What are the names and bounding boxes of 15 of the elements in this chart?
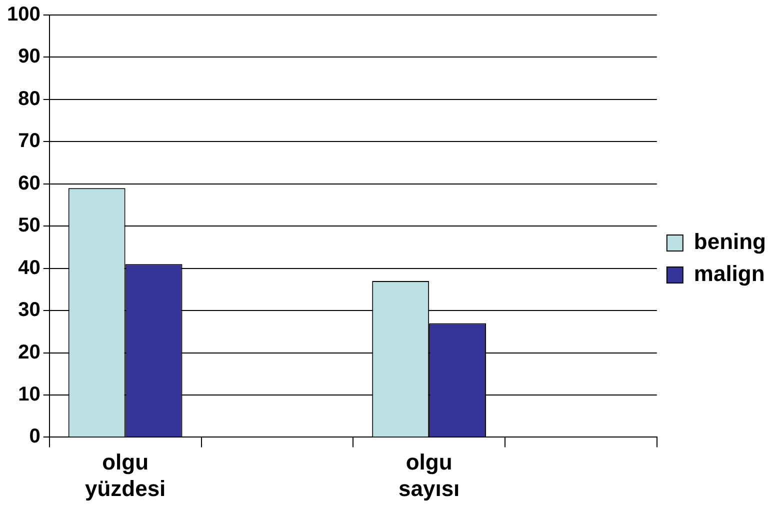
- y-tick-label: 20: [18, 341, 40, 364]
- x-tick-label: olgu yüzdesi: [84, 449, 166, 501]
- y-tick-label: 30: [18, 299, 40, 322]
- y-tick-label: 60: [18, 172, 40, 194]
- y-tick-label: 40: [18, 256, 40, 279]
- y-tick-label: 50: [18, 214, 40, 237]
- y-tick-label: 10: [18, 383, 40, 406]
- y-tick-label: 80: [18, 88, 40, 110]
- y-tick-label: 70: [18, 130, 40, 152]
- y-tick-label: 0: [29, 426, 40, 448]
- x-tick-label: olgu sayısı: [398, 449, 460, 501]
- legend-label: malign: [694, 261, 765, 286]
- legend-label: bening: [694, 229, 766, 254]
- y-tick-label: 100: [6, 4, 40, 26]
- y-tick-label: 90: [18, 46, 40, 68]
